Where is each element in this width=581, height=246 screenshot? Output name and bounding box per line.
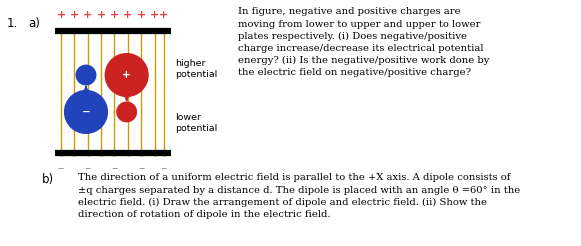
Text: 1.: 1.: [7, 17, 18, 30]
Ellipse shape: [64, 90, 108, 134]
Text: +: +: [56, 10, 66, 20]
Text: In figure, negative and positive charges are
moving from lower to upper and uppe: In figure, negative and positive charges…: [238, 7, 490, 77]
Ellipse shape: [116, 101, 137, 123]
Text: –: –: [58, 162, 64, 175]
Text: lower
potential: lower potential: [175, 113, 218, 133]
Ellipse shape: [76, 64, 96, 86]
Text: +: +: [96, 10, 106, 20]
Text: +: +: [122, 70, 131, 80]
Text: +: +: [123, 10, 132, 20]
Text: –: –: [85, 162, 91, 175]
Text: –: –: [161, 162, 167, 175]
Text: +: +: [137, 10, 146, 20]
Text: −: −: [81, 107, 91, 117]
Text: +: +: [159, 10, 168, 20]
Text: higher
potential: higher potential: [175, 59, 218, 79]
Text: –: –: [112, 162, 117, 175]
Text: b): b): [42, 173, 54, 186]
Text: The direction of a uniform electric field is parallel to the +X axis. A dipole c: The direction of a uniform electric fiel…: [78, 173, 521, 219]
Ellipse shape: [105, 53, 149, 97]
Text: +: +: [150, 10, 159, 20]
Text: +: +: [110, 10, 119, 20]
Text: a): a): [28, 17, 40, 30]
Text: +: +: [70, 10, 79, 20]
Text: +: +: [83, 10, 92, 20]
Text: –: –: [138, 162, 144, 175]
